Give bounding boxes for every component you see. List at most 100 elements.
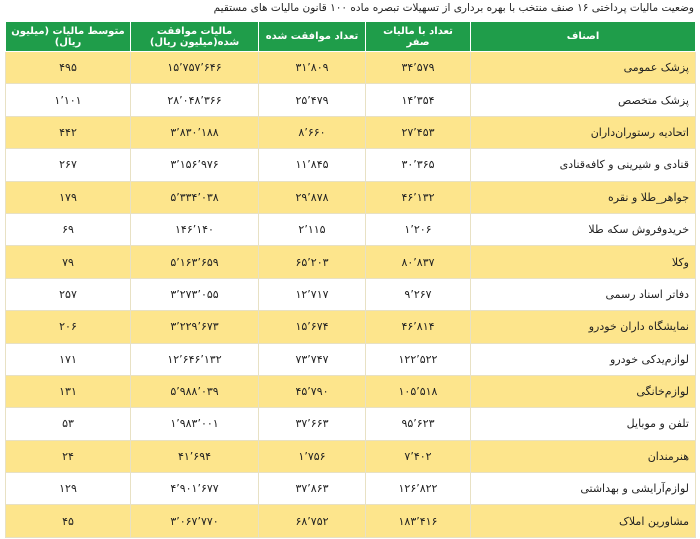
table-cell: ۴۹۵	[5, 50, 131, 85]
trade-name: لوازم‌یدکی خودرو	[470, 342, 696, 376]
table-row: نمایشگاه داران خودرو ۴۶٬۸۱۴ ۱۵٬۶۷۴ ۳٬۲۲۹٬۶۷…	[5, 310, 696, 344]
column-header: مالیات موافقت شده(میلیون ریال)	[130, 21, 259, 52]
table-row: خریدوفروش سکه طلا ۱٬۲۰۶ ۲٬۱۱۵ ۱۴۶٬۱۴۰ ۶۹	[5, 212, 696, 247]
table-cell: ۳۷٬۸۶۳	[258, 472, 366, 506]
trade-name: خریدوفروش سکه طلا	[470, 212, 696, 247]
table-cell: ۱۲۹	[5, 472, 131, 506]
table-cell: ۱۵٬۶۷۴	[258, 310, 366, 344]
table-row: لوازم‌آرایشی و بهداشتی ۱۲۶٬۸۲۲ ۳۷٬۸۶۳ ۴٬۹۰۱…	[5, 472, 696, 506]
column-header: متوسط مالیات (میلیون ریال)	[5, 21, 131, 52]
column-header: تعداد با مالیات صفر	[365, 21, 471, 52]
table-row: لوازم‌یدکی خودرو ۱۲۲٬۵۲۲ ۷۳٬۷۴۷ ۱۲٬۶۴۶٬۱۳۲ ۱…	[5, 342, 696, 376]
table-cell: ۱٬۷۵۶	[258, 439, 366, 474]
table-cell: ۱۲٬۷۱۷	[258, 277, 366, 312]
table-cell: ۴۵	[5, 504, 131, 538]
table-cell: ۸٬۶۶۰	[258, 115, 366, 150]
table-cell: ۷۹	[5, 245, 131, 279]
table-row: جواهر_طلا و نقره ۴۶٬۱۳۲ ۲۹٬۸۷۸ ۵٬۳۳۴٬۰۳۸ ۱۷۹	[5, 180, 696, 214]
table-row: تلفن و موبایل ۹۵٬۶۲۳ ۳۷٬۶۶۳ ۱٬۹۸۳٬۰۰۱ ۵۳	[5, 407, 696, 441]
table-cell: ۷۳٬۷۴۷	[258, 342, 366, 376]
trade-name: قنادی و شیرینی و کافه‌قنادی	[470, 148, 696, 182]
table-cell: ۲۴	[5, 439, 131, 474]
trade-name: جواهر_طلا و نقره	[470, 180, 696, 214]
trade-name: مشاورین املاک	[470, 504, 696, 538]
header-row: اصناف تعداد با مالیات صفر تعداد موافقت شده…	[5, 21, 696, 52]
table-row: پزشک عمومی ۳۴٬۵۷۹ ۳۱٬۸۰۹ ۱۵٬۷۵۷٬۶۴۶ ۴۹۵	[5, 50, 696, 85]
table-cell: ۱۷۱	[5, 342, 131, 376]
column-header: اصناف	[470, 21, 696, 52]
table-cell: ۹۵٬۶۲۳	[365, 407, 471, 441]
table-cell: ۱۰۵٬۵۱۸	[365, 374, 471, 409]
table-cell: ۲۸٬۰۴۸٬۳۶۶	[130, 83, 259, 117]
table-cell: ۲۵۷	[5, 277, 131, 312]
table-cell: ۵٬۱۶۳٬۶۵۹	[130, 245, 259, 279]
column-header: تعداد موافقت شده	[258, 21, 366, 52]
table-row: لوازم‌خانگی ۱۰۵٬۵۱۸ ۴۵٬۷۹۰ ۵٬۹۸۸٬۰۳۹ ۱۳۱	[5, 374, 696, 409]
table-cell: ۲۹٬۸۷۸	[258, 180, 366, 214]
trade-name: پزشک عمومی	[470, 50, 696, 85]
table-cell: ۱۱٬۸۴۵	[258, 148, 366, 182]
trade-name: تلفن و موبایل	[470, 407, 696, 441]
table-cell: ۱٬۱۰۱	[5, 83, 131, 117]
table-row: قنادی و شیرینی و کافه‌قنادی ۳۰٬۳۶۵ ۱۱٬۸۴۵ ۳…	[5, 148, 696, 182]
table-cell: ۶۹	[5, 212, 131, 247]
table-cell: ۴۱٬۶۹۴	[130, 439, 259, 474]
table-cell: ۱۲٬۶۴۶٬۱۳۲	[130, 342, 259, 376]
table-cell: ۲۰۶	[5, 310, 131, 344]
table-cell: ۱۴۶٬۱۴۰	[130, 212, 259, 247]
table-cell: ۳٬۲۲۹٬۶۷۳	[130, 310, 259, 344]
table-cell: ۳٬۰۶۷٬۷۷۰	[130, 504, 259, 538]
table-cell: ۴۶٬۱۳۲	[365, 180, 471, 214]
table-cell: ۴۴۲	[5, 115, 131, 150]
table-body: پزشک عمومی ۳۴٬۵۷۹ ۳۱٬۸۰۹ ۱۵٬۷۵۷٬۶۴۶ ۴۹۵ پزشک …	[5, 50, 696, 538]
table-cell: ۳۱٬۸۰۹	[258, 50, 366, 85]
table-cell: ۶۵٬۲۰۳	[258, 245, 366, 279]
table-row: دفاتر اسناد رسمی ۹٬۲۶۷ ۱۲٬۷۱۷ ۳٬۲۷۳٬۰۵۵ ۲۵۷	[5, 277, 696, 312]
table-cell: ۵٬۹۸۸٬۰۳۹	[130, 374, 259, 409]
table-cell: ۳۴٬۵۷۹	[365, 50, 471, 85]
table-cell: ۱۲۲٬۵۲۲	[365, 342, 471, 376]
table-cell: ۲۷٬۴۵۳	[365, 115, 471, 150]
table-cell: ۸۰٬۸۳۷	[365, 245, 471, 279]
table-cell: ۷٬۴۰۲	[365, 439, 471, 474]
trade-name: لوازم‌خانگی	[470, 374, 696, 409]
table-cell: ۱٬۲۰۶	[365, 212, 471, 247]
table-cell: ۴٬۹۰۱٬۶۷۷	[130, 472, 259, 506]
table-cell: ۵٬۳۳۴٬۰۳۸	[130, 180, 259, 214]
table-cell: ۹٬۲۶۷	[365, 277, 471, 312]
table-cell: ۱۸۳٬۴۱۶	[365, 504, 471, 538]
table-row: پزشک متخصص ۱۴٬۳۵۴ ۲۵٬۴۷۹ ۲۸٬۰۴۸٬۳۶۶ ۱٬۱۰۱	[5, 83, 696, 117]
table-cell: ۳٬۲۷۳٬۰۵۵	[130, 277, 259, 312]
tax-table: اصناف تعداد با مالیات صفر تعداد موافقت شده…	[5, 21, 696, 538]
title: وضعیت مالیات پرداختی ۱۶ صنف منتخب با بهر…	[213, 2, 694, 14]
trade-name: هنرمندان	[470, 439, 696, 474]
table-cell: ۵۳	[5, 407, 131, 441]
trade-name: اتحادیه رستوران‌داران	[470, 115, 696, 150]
table-cell: ۴۶٬۸۱۴	[365, 310, 471, 344]
table-row: وکلا ۸۰٬۸۳۷ ۶۵٬۲۰۳ ۵٬۱۶۳٬۶۵۹ ۷۹	[5, 245, 696, 279]
trade-name: دفاتر اسناد رسمی	[470, 277, 696, 312]
table-cell: ۱۷۹	[5, 180, 131, 214]
table-cell: ۶۸٬۷۵۲	[258, 504, 366, 538]
table-cell: ۱۳۱	[5, 374, 131, 409]
table-cell: ۳۷٬۶۶۳	[258, 407, 366, 441]
table-cell: ۴۵٬۷۹۰	[258, 374, 366, 409]
table-row: مشاورین املاک ۱۸۳٬۴۱۶ ۶۸٬۷۵۲ ۳٬۰۶۷٬۷۷۰ ۴۵	[5, 504, 696, 538]
trade-name: نمایشگاه داران خودرو	[470, 310, 696, 344]
table-cell: ۱۴٬۳۵۴	[365, 83, 471, 117]
table-cell: ۳۰٬۳۶۵	[365, 148, 471, 182]
trade-name: پزشک متخصص	[470, 83, 696, 117]
table-cell: ۱٬۹۸۳٬۰۰۱	[130, 407, 259, 441]
table-cell: ۱۲۶٬۸۲۲	[365, 472, 471, 506]
table-row: هنرمندان ۷٬۴۰۲ ۱٬۷۵۶ ۴۱٬۶۹۴ ۲۴	[5, 439, 696, 474]
table-cell: ۲٬۱۱۵	[258, 212, 366, 247]
table-row: اتحادیه رستوران‌داران ۲۷٬۴۵۳ ۸٬۶۶۰ ۳٬۸۳۰٬۱۸…	[5, 115, 696, 150]
table-cell: ۳٬۱۵۶٬۹۷۶	[130, 148, 259, 182]
table-cell: ۲۶۷	[5, 148, 131, 182]
table-cell: ۳٬۸۳۰٬۱۸۸	[130, 115, 259, 150]
trade-name: وکلا	[470, 245, 696, 279]
table-cell: ۲۵٬۴۷۹	[258, 83, 366, 117]
trade-name: لوازم‌آرایشی و بهداشتی	[470, 472, 696, 506]
table-cell: ۱۵٬۷۵۷٬۶۴۶	[130, 50, 259, 85]
